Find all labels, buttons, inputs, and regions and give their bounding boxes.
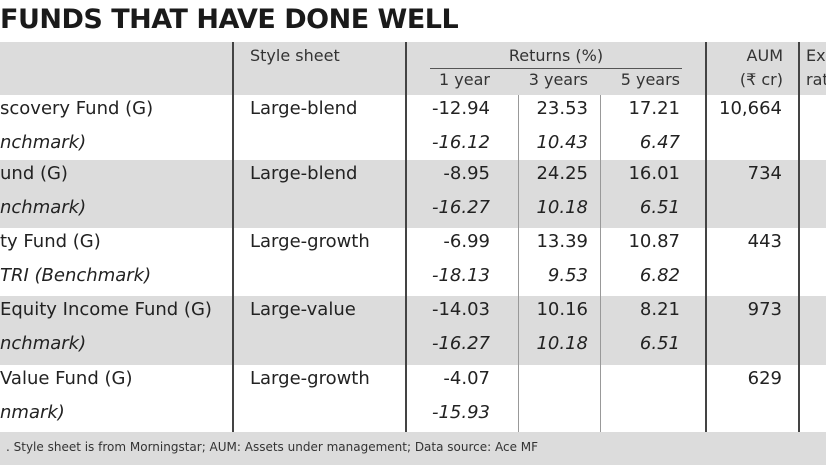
style-box: Large-blend [250,163,358,184]
column-header: Style sheet [250,46,340,65]
benchmark-return: -16.27 [431,333,490,354]
benchmark-return: 6.51 [639,197,680,218]
return-value: 16.01 [628,163,680,184]
footer-note: . Style sheet is from Morningstar; AUM: … [6,440,539,454]
return-value: 10.87 [628,231,680,252]
benchmark-name: nmark) [0,402,65,423]
return-value: 10.16 [536,299,588,320]
column-rule [405,42,407,432]
fund-name: und (G) [0,163,68,184]
footer-bg [0,432,826,465]
fund-name: scovery Fund (G) [0,98,154,119]
title-bar [0,0,826,42]
fund-name: ty Fund (G) [0,231,101,252]
return-value: 24.25 [536,163,588,184]
aum-value: 973 [747,299,782,320]
return-value: 13.39 [536,231,588,252]
column-rule [518,95,519,432]
column-header: Returns (%) [508,46,604,65]
aum-value: 629 [747,368,782,389]
benchmark-name: nchmark) [0,333,87,354]
benchmark-name: nchmark) [0,132,87,153]
return-value: -4.07 [443,368,490,389]
title: FUNDS THAT HAVE DONE WELL [0,4,459,35]
column-header: 3 years [528,70,588,89]
benchmark-return: -16.27 [431,197,490,218]
benchmark-return: -15.93 [431,402,490,423]
benchmark-name: nchmark) [0,197,87,218]
column-header: 5 years [620,70,680,89]
benchmark-return: -16.12 [431,132,490,153]
column-header: AUM [746,46,783,65]
header-bg [0,42,826,95]
benchmark-return: 6.82 [639,265,680,286]
style-box: Large-value [250,299,356,320]
aum-value: 443 [747,231,782,252]
column-rule [232,42,234,432]
style-box: Large-growth [250,231,370,252]
benchmark-return: 9.53 [547,265,588,286]
style-box: Large-growth [250,368,370,389]
benchmark-return: 10.18 [536,197,588,218]
column-header: 1 year [439,70,490,89]
aum-value: 10,664 [719,98,782,119]
column-rule [798,42,800,432]
benchmark-return: 6.51 [639,333,680,354]
column-header: Ex [806,46,826,65]
style-box: Large-blend [250,98,358,119]
benchmark-return: -18.13 [431,265,490,286]
return-value: 17.21 [628,98,680,119]
fund-name: Equity Income Fund (G) [0,299,212,320]
benchmark-return: 10.18 [536,333,588,354]
returns-underline [430,68,682,69]
return-value: 23.53 [536,98,588,119]
column-header: (₹ cr) [739,70,783,89]
benchmark-name: TRI (Benchmark) [0,265,152,286]
fund-name: Value Fund (G) [0,368,133,389]
column-rule [705,42,707,432]
aum-value: 734 [747,163,782,184]
return-value: -12.94 [431,98,490,119]
column-rule [600,95,601,432]
return-value: -14.03 [431,299,490,320]
return-value: -6.99 [443,231,490,252]
row-bg [0,296,826,365]
return-value: -8.95 [443,163,490,184]
return-value: 8.21 [639,299,680,320]
row-bg [0,160,826,228]
column-header: rat [806,70,826,89]
benchmark-return: 6.47 [639,132,680,153]
benchmark-return: 10.43 [536,132,588,153]
